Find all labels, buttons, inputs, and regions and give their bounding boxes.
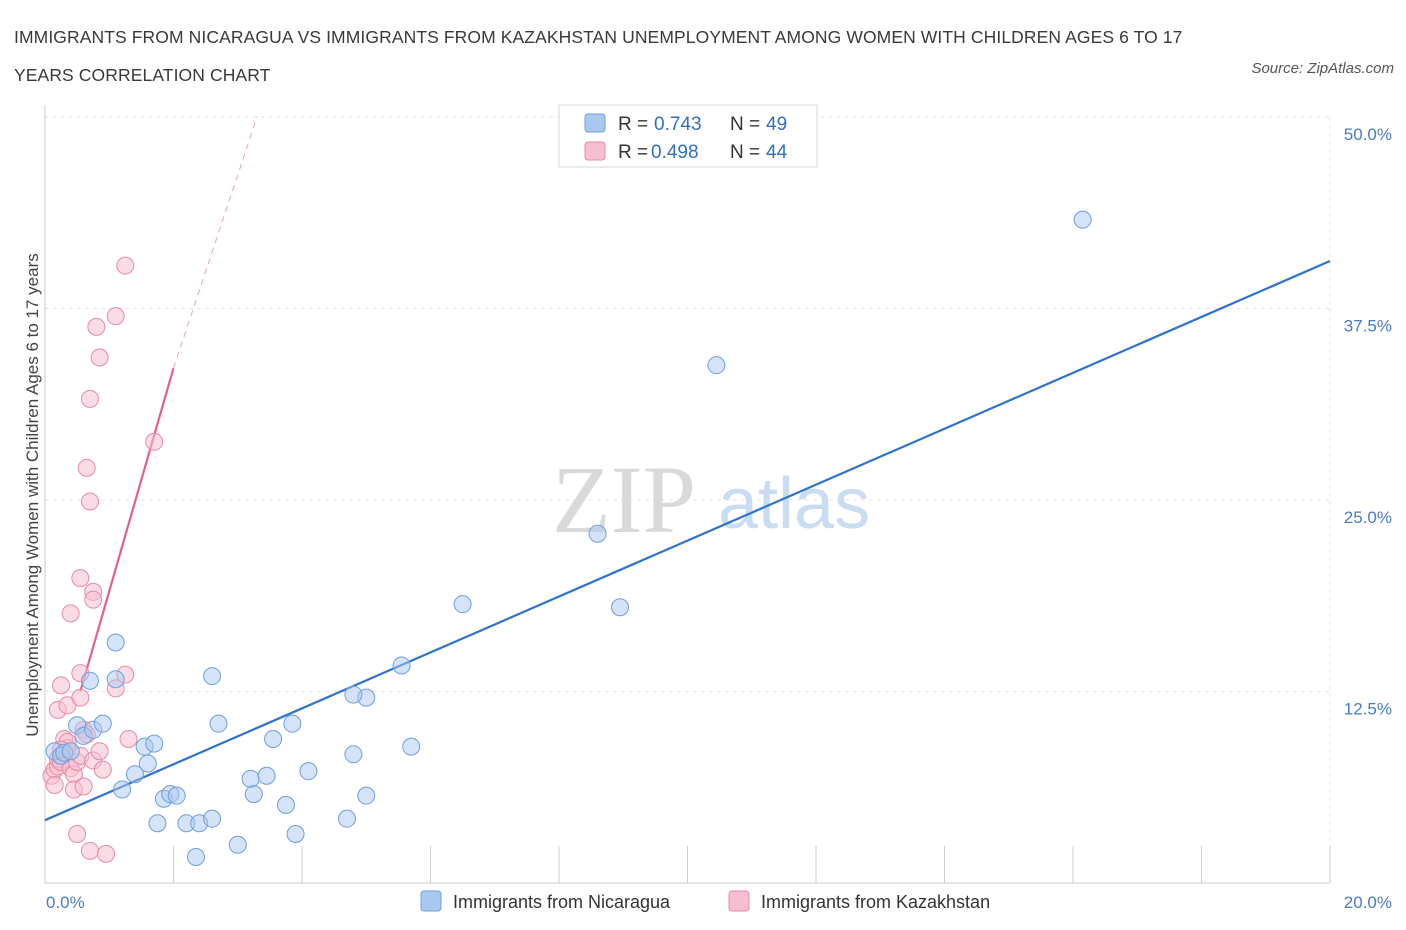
watermark-atlas: atlas: [718, 464, 870, 544]
kazakhstan-point-43: [93, 760, 112, 779]
kazakhstan-point-25: [61, 604, 80, 623]
x-tick-labels: 0.0% 20.0%: [46, 893, 1392, 912]
nicaragua-point-35: [337, 809, 356, 828]
nicaragua-point-29: [257, 766, 276, 785]
kazakhstan-point-24: [97, 844, 116, 863]
legend-swatch-kazakhstan: [584, 141, 606, 161]
y-tick-label-1: 25.0%: [1344, 508, 1392, 527]
nicaragua-point-43: [588, 524, 607, 543]
nicaragua-point-42: [453, 595, 472, 614]
nicaragua-point-7: [80, 671, 99, 690]
legend-n-value-nicaragua: 49: [766, 114, 787, 135]
kazakhstan-point-19: [90, 742, 109, 761]
kazakhstan-point-30: [77, 458, 96, 477]
nicaragua-point-37: [357, 786, 376, 805]
legend-n-label-nicaragua: N =: [730, 114, 760, 135]
nicaragua-point-41: [402, 737, 421, 756]
nicaragua-point-28: [244, 785, 263, 804]
y-tick-label-2: 37.5%: [1344, 317, 1392, 336]
trend-line-nicaragua: [44, 259, 1331, 822]
nicaragua-point-21: [186, 847, 205, 866]
source-label: Source: ZipAtlas.com: [1251, 60, 1394, 77]
trend-line-kazakhstan: [79, 367, 175, 692]
x-tick-label-1: 20.0%: [1344, 893, 1392, 912]
kazakhstan-point-22: [68, 824, 87, 843]
kazakhstan-point-34: [90, 348, 109, 367]
y-axis-title: Unemployment Among Women with Children A…: [23, 253, 42, 737]
nicaragua-point-32: [283, 714, 302, 733]
nicaragua-point-16: [148, 814, 167, 833]
watermark: ZIP atlas: [552, 446, 870, 553]
nicaragua-point-31: [276, 795, 295, 814]
nicaragua-point-33: [286, 824, 305, 843]
bottom-legend-label-kazakhstan: Immigrants from Kazakhstan: [761, 892, 990, 912]
legend-n-label-kazakhstan: N =: [730, 142, 760, 163]
nicaragua-point-30: [264, 729, 283, 748]
kazakhstan-point-32: [80, 389, 99, 408]
trend-line-kazakhstan-extension: [173, 116, 258, 369]
kazakhstan-point-40: [119, 729, 138, 748]
kazakhstan-point-15: [52, 676, 71, 695]
nicaragua-point-40: [392, 656, 411, 675]
x-axis-ticks: [173, 846, 1331, 883]
legend-n-value-kazakhstan: 44: [766, 142, 788, 163]
kazakhstan-point-33: [87, 317, 106, 336]
nicaragua-point-27: [241, 769, 260, 788]
nicaragua-point-3: [61, 742, 80, 761]
nicaragua-point-36: [344, 745, 363, 764]
nicaragua-point-26: [228, 835, 247, 854]
kazakhstan-point-28: [84, 590, 103, 609]
nicaragua-point-15: [145, 734, 164, 753]
kazakhstan-point-35: [106, 307, 125, 326]
legend-r-value-nicaragua: 0.743: [654, 114, 702, 135]
y-tick-label-3: 50.0%: [1344, 125, 1392, 144]
nicaragua-point-14: [138, 754, 157, 773]
kazakhstan-point-31: [80, 492, 99, 511]
kazakhstan-point-23: [80, 841, 99, 860]
series-legend: Immigrants from Nicaragua Immigrants fro…: [420, 890, 990, 912]
bottom-legend-swatch-nicaragua: [420, 890, 442, 912]
nicaragua-point-39: [344, 685, 363, 704]
nicaragua-point-12: [125, 765, 144, 784]
kazakhstan-point-16: [71, 688, 90, 707]
y-tick-labels: 12.5% 25.0% 37.5% 50.0%: [1344, 125, 1392, 719]
kazakhstan-point-36: [116, 256, 135, 275]
nicaragua-point-9: [106, 670, 125, 689]
kazakhstan-point-12: [45, 775, 64, 794]
legend-r-label-nicaragua: R =: [618, 114, 648, 135]
kazakhstan-point-26: [71, 569, 90, 588]
trend-lines: [44, 116, 1331, 822]
nicaragua-point-19: [167, 786, 186, 805]
kazakhstan-point-37: [145, 432, 164, 451]
nicaragua-point-8: [93, 714, 112, 733]
legend-r-value-kazakhstan: 0.498: [651, 142, 699, 163]
y-tick-label-0: 12.5%: [1344, 700, 1392, 719]
legend-swatch-nicaragua: [584, 113, 606, 133]
chart-title: IMMIGRANTS FROM NICARAGUA VS IMMIGRANTS …: [14, 27, 1183, 85]
nicaragua-point-45: [707, 356, 726, 375]
nicaragua-point-10: [106, 633, 125, 652]
nicaragua-point-23: [203, 809, 222, 828]
kazakhstan-point-21: [74, 777, 93, 796]
nicaragua-point-11: [113, 780, 132, 799]
stats-legend: R = 0.743 N = 49 R = 0.498 N = 44: [558, 104, 818, 168]
bottom-legend-label-nicaragua: Immigrants from Nicaragua: [453, 892, 671, 912]
nicaragua-point-44: [611, 598, 630, 617]
nicaragua-point-24: [203, 667, 222, 686]
nicaragua-point-46: [1073, 210, 1092, 229]
bottom-legend-swatch-kazakhstan: [728, 890, 750, 912]
nicaragua-points: [45, 210, 1092, 866]
watermark-zip: ZIP: [552, 446, 696, 553]
nicaragua-point-34: [299, 762, 318, 781]
x-tick-label-0: 0.0%: [46, 893, 85, 912]
nicaragua-point-25: [209, 714, 228, 733]
legend-r-label-kazakhstan: R =: [618, 142, 648, 163]
